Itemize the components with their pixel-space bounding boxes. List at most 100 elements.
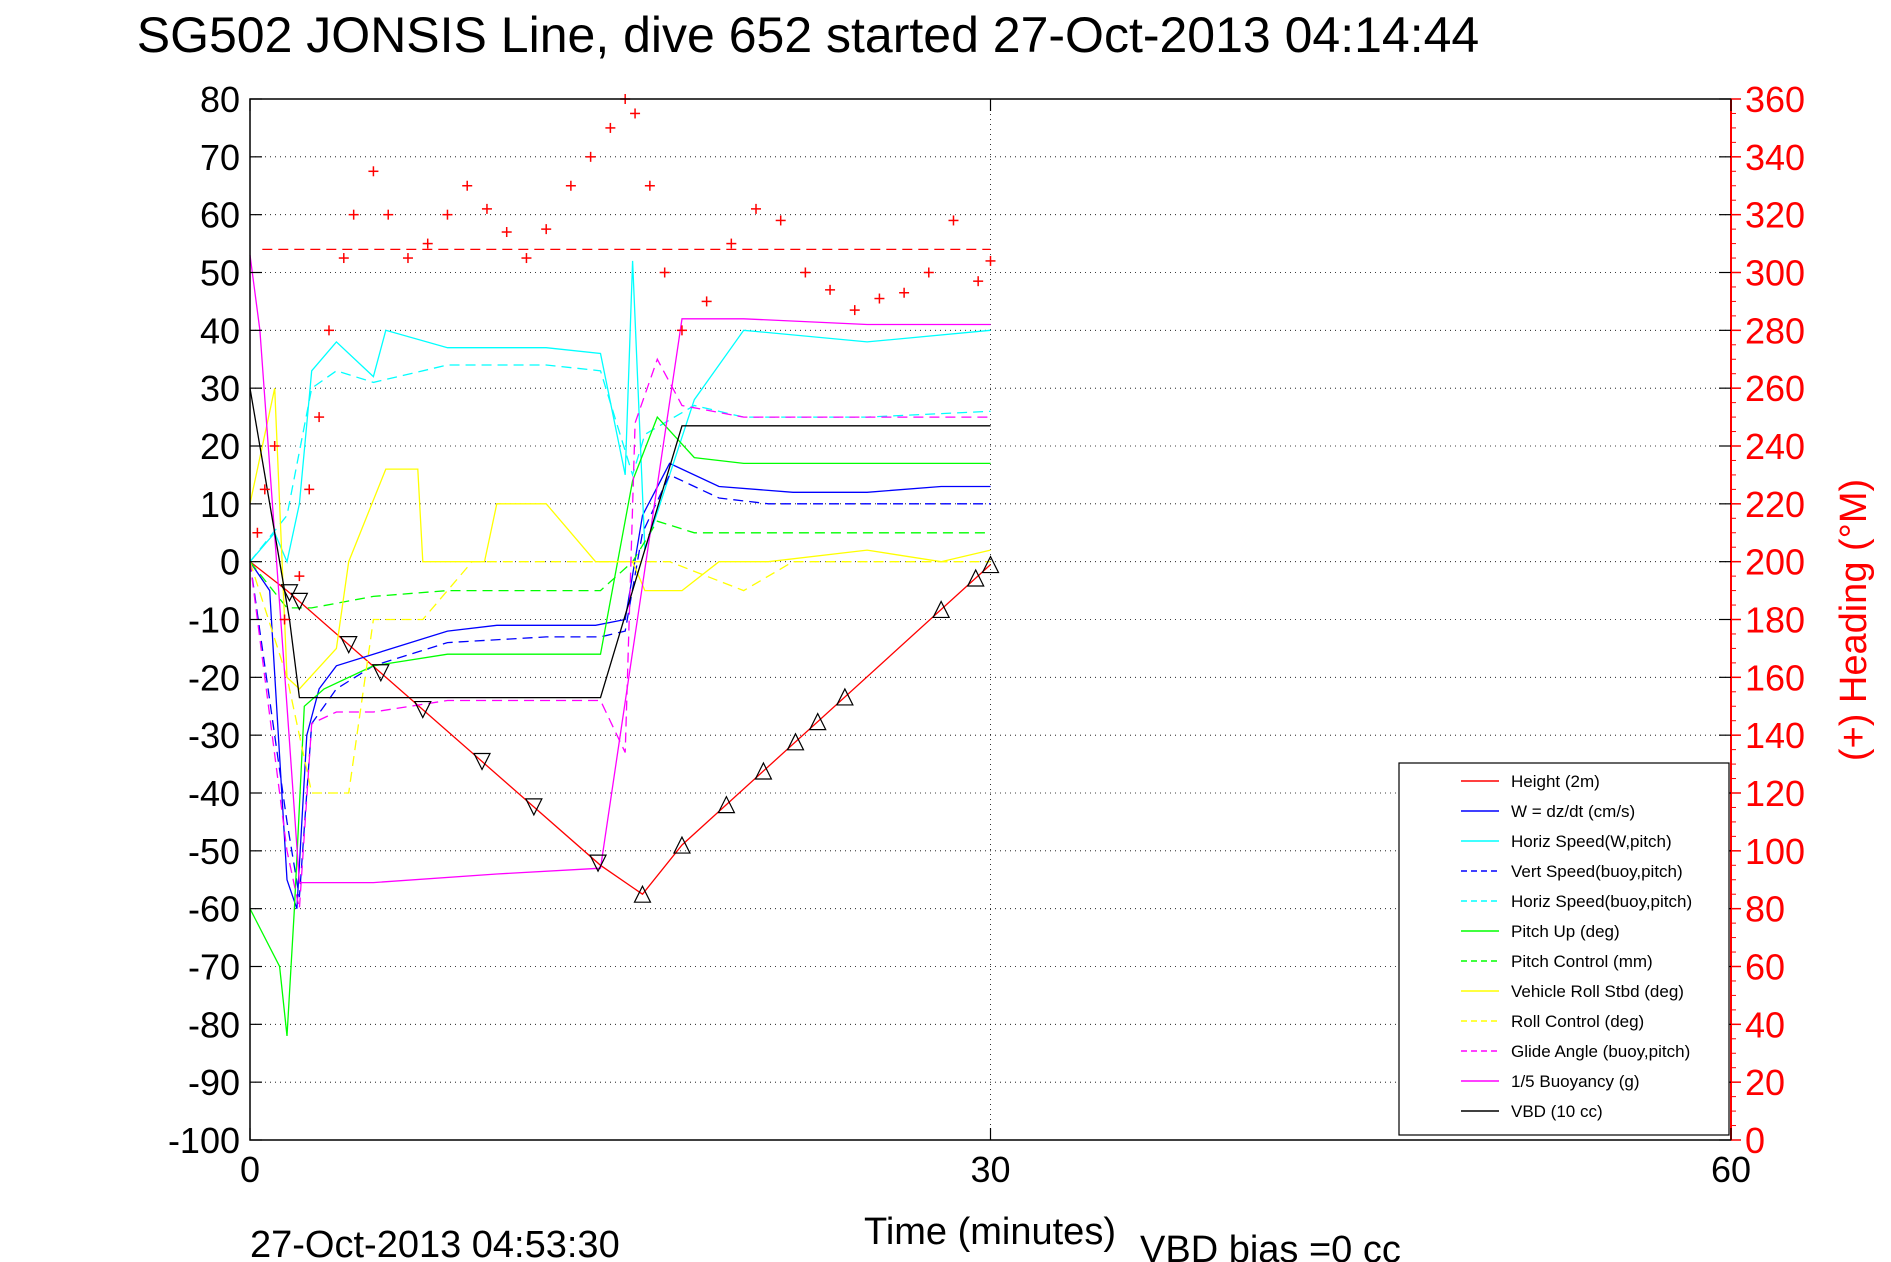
heading-point (923, 267, 934, 278)
heading-point (800, 267, 811, 278)
series-line-3 (249, 474, 991, 898)
heading-point (521, 253, 532, 264)
depth-marker (717, 795, 736, 814)
y2-tick-label: 160 (1745, 657, 1805, 698)
heading-point (751, 203, 762, 214)
series-line-7 (249, 388, 991, 690)
depth-marker (981, 555, 1000, 574)
heading-point (541, 224, 552, 235)
timestamp: 27-Oct-2013 04:53:30 (250, 1224, 620, 1262)
y2-tick-label: 280 (1745, 310, 1805, 351)
y-tick-label: -20 (188, 657, 240, 698)
series-layer (249, 94, 996, 1036)
heading-point (726, 238, 737, 249)
y-tick-label: -70 (188, 947, 240, 988)
series-line-6 (249, 520, 991, 609)
heading-point (899, 287, 910, 298)
depth-marker (786, 732, 805, 751)
heading-point (368, 166, 379, 177)
dive-markers (280, 555, 1000, 903)
series-line-11 (249, 388, 991, 699)
legend-label: Pitch Control (mm) (1511, 952, 1653, 971)
y2-tick-label: 120 (1745, 773, 1805, 814)
x-axis-label: Time (minutes) (864, 1211, 1116, 1253)
y2-tick-label: 220 (1745, 484, 1805, 525)
y-tick-label: 40 (200, 310, 240, 351)
y2-tick-label: 20 (1745, 1062, 1785, 1103)
heading-point (874, 293, 885, 304)
y2-tick-label: 40 (1745, 1004, 1785, 1045)
heading-point (279, 614, 290, 625)
depth-marker (473, 752, 491, 771)
legend-label: Horiz Speed(W,pitch) (1511, 832, 1672, 851)
y2-tick-label: 180 (1745, 600, 1805, 641)
heading-point (383, 209, 394, 220)
series-line-0 (249, 561, 991, 896)
depth-marker (339, 636, 358, 655)
depth-marker (290, 592, 309, 611)
y-tick-label: 30 (200, 368, 240, 409)
y-tick-label: -10 (188, 600, 240, 641)
heading-point (269, 441, 280, 451)
heading-point (630, 108, 641, 119)
y-tick-label: 70 (200, 137, 240, 178)
y2-tick-label: 100 (1745, 831, 1805, 872)
y2-tick-label: 140 (1745, 715, 1805, 756)
heading-point (605, 122, 616, 133)
series-line-1 (249, 462, 991, 909)
legend-label: Height (2m) (1511, 772, 1600, 791)
depth-marker (835, 687, 854, 706)
y-tick-label: 10 (200, 484, 240, 525)
y-tick-label: 0 (220, 542, 240, 583)
y2-tick-label: 80 (1745, 889, 1785, 930)
x-axis: 0 30 60 (240, 99, 1751, 1190)
heading-point (481, 203, 492, 214)
legend-label: Vehicle Roll Stbd (deg) (1511, 982, 1684, 1001)
depth-marker (371, 664, 390, 683)
legend-label: Pitch Up (deg) (1511, 922, 1620, 941)
y-axis-right: 3603403203002802602402202001801601401201… (1731, 79, 1805, 1161)
x-tick-label: 0 (240, 1149, 260, 1190)
series-line-4 (249, 364, 991, 563)
depth-marker (672, 835, 691, 854)
y-tick-label: -90 (188, 1062, 240, 1103)
series-line-9 (249, 357, 991, 909)
legend-label: VBD (10 cc) (1511, 1102, 1603, 1121)
series-line-8 (249, 561, 991, 794)
y2-tick-label: 360 (1745, 79, 1805, 120)
legend-label: Roll Control (deg) (1511, 1012, 1644, 1031)
chart-title: SG502 JONSIS Line, dive 652 started 27-O… (137, 7, 1479, 63)
legend-label: W = dz/dt (cm/s) (1511, 802, 1635, 821)
heading-point (294, 571, 305, 582)
y2-tick-label: 340 (1745, 137, 1805, 178)
heading-point (348, 209, 359, 220)
series-line-2 (249, 260, 991, 564)
legend-label: 1/5 Buoyancy (g) (1511, 1072, 1640, 1091)
heading-point (304, 484, 315, 495)
y-tick-label: 80 (200, 79, 240, 120)
heading-point (825, 284, 836, 295)
depth-marker (589, 854, 608, 873)
heading-point (501, 227, 512, 238)
legend-box (1398, 762, 1730, 1136)
legend: Height (2m) W = dz/dt (cm/s) Horiz Speed(W… (1398, 762, 1730, 1136)
y-tick-label: -80 (188, 1004, 240, 1045)
legend-label: Vert Speed(buoy,pitch) (1511, 862, 1683, 881)
y-tick-label: -40 (188, 773, 240, 814)
y2-tick-label: 0 (1745, 1120, 1765, 1161)
y-tick-label: 50 (200, 253, 240, 294)
depth-marker (413, 700, 432, 719)
heading-point (585, 151, 596, 162)
x-tick-label: 60 (1711, 1149, 1751, 1190)
heading-point (402, 253, 413, 264)
heading-point (565, 180, 576, 191)
y-tick-label: -100 (168, 1120, 240, 1161)
heading-point (775, 215, 786, 226)
legend-label: Glide Angle (buoy,pitch) (1511, 1042, 1690, 1061)
heading-point (422, 238, 433, 249)
y2-tick-label: 200 (1745, 542, 1805, 583)
depth-marker (808, 712, 827, 731)
y2-tick-label: 300 (1745, 253, 1805, 294)
y2-tick-label: 60 (1745, 947, 1785, 988)
